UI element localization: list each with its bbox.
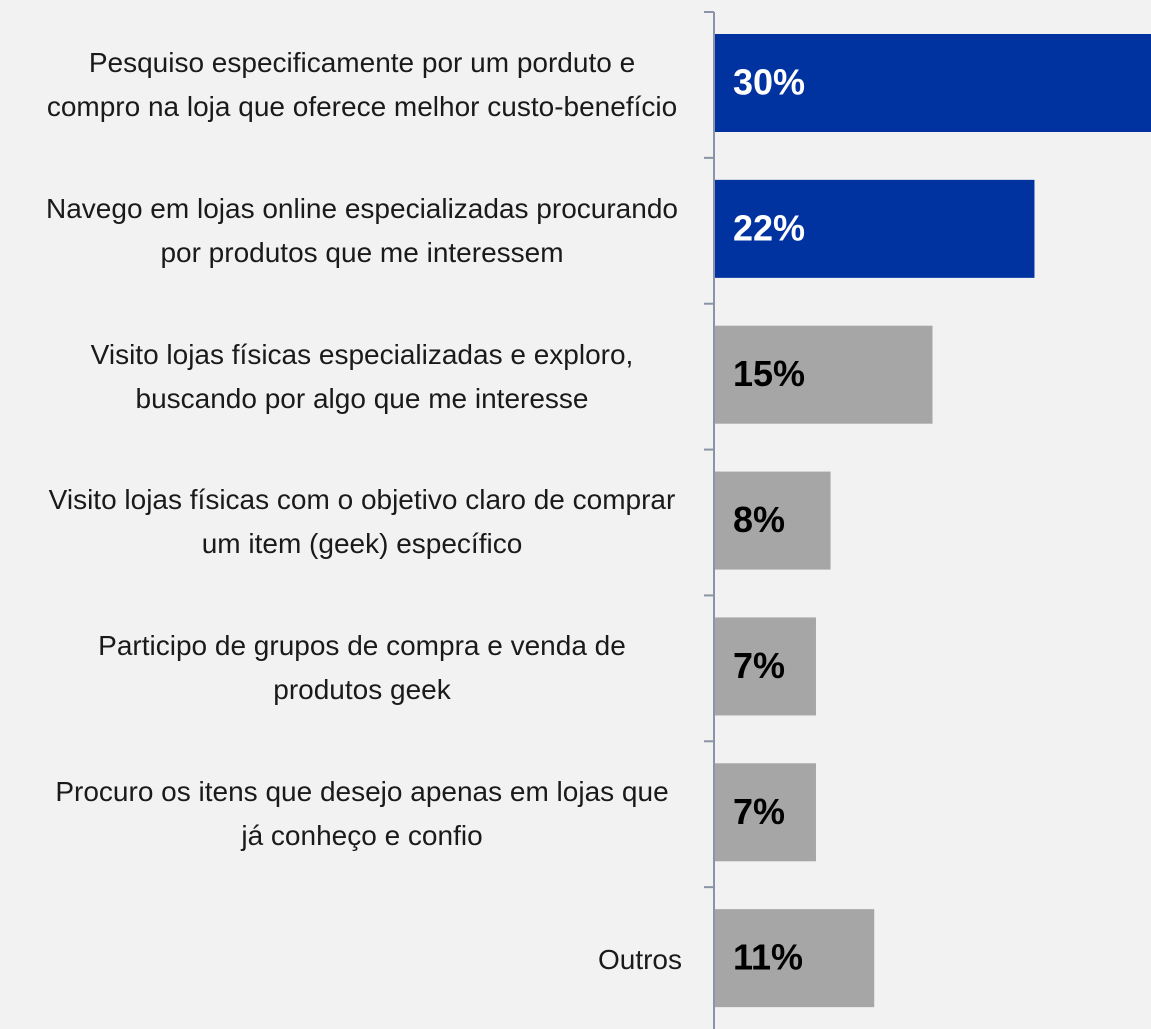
category-label: Outros	[0, 887, 682, 1029]
category-text: Navego em lojas online especializadas pr…	[46, 192, 678, 268]
value-label: 7%	[733, 791, 785, 832]
bar	[714, 325, 933, 424]
value-label: 15%	[733, 353, 805, 394]
category-label: Visito lojas físicas com o objetivo clar…	[0, 450, 682, 596]
category-text: Participo de grupos de compra e venda de…	[98, 630, 626, 706]
bar	[714, 471, 831, 570]
value-label: 30%	[733, 62, 805, 103]
category-label: Pesquiso especificamente por um porduto …	[0, 12, 682, 158]
category-label: Participo de grupos de compra e venda de…	[0, 595, 682, 741]
bar	[714, 617, 816, 716]
category-label: Navego em lojas online especializadas pr…	[0, 158, 682, 304]
category-label: Visito lojas físicas especializadas e ex…	[0, 304, 682, 450]
value-label: 11%	[733, 937, 803, 978]
bar	[714, 763, 816, 862]
category-label: Procuro os itens que desejo apenas em lo…	[0, 741, 682, 887]
category-text: Procuro os itens que desejo apenas em lo…	[55, 776, 669, 852]
bar	[714, 909, 875, 1008]
category-text: Pesquiso especificamente por um porduto …	[46, 46, 678, 122]
category-text: Visito lojas físicas com o objetivo clar…	[48, 484, 676, 560]
value-label: 7%	[733, 645, 785, 686]
value-label: 22%	[733, 207, 805, 248]
bar	[714, 34, 1151, 132]
value-label: 8%	[733, 499, 785, 540]
category-text: Outros	[597, 944, 682, 976]
bar	[714, 179, 1035, 278]
category-text: Visito lojas físicas especializadas e ex…	[90, 338, 634, 414]
